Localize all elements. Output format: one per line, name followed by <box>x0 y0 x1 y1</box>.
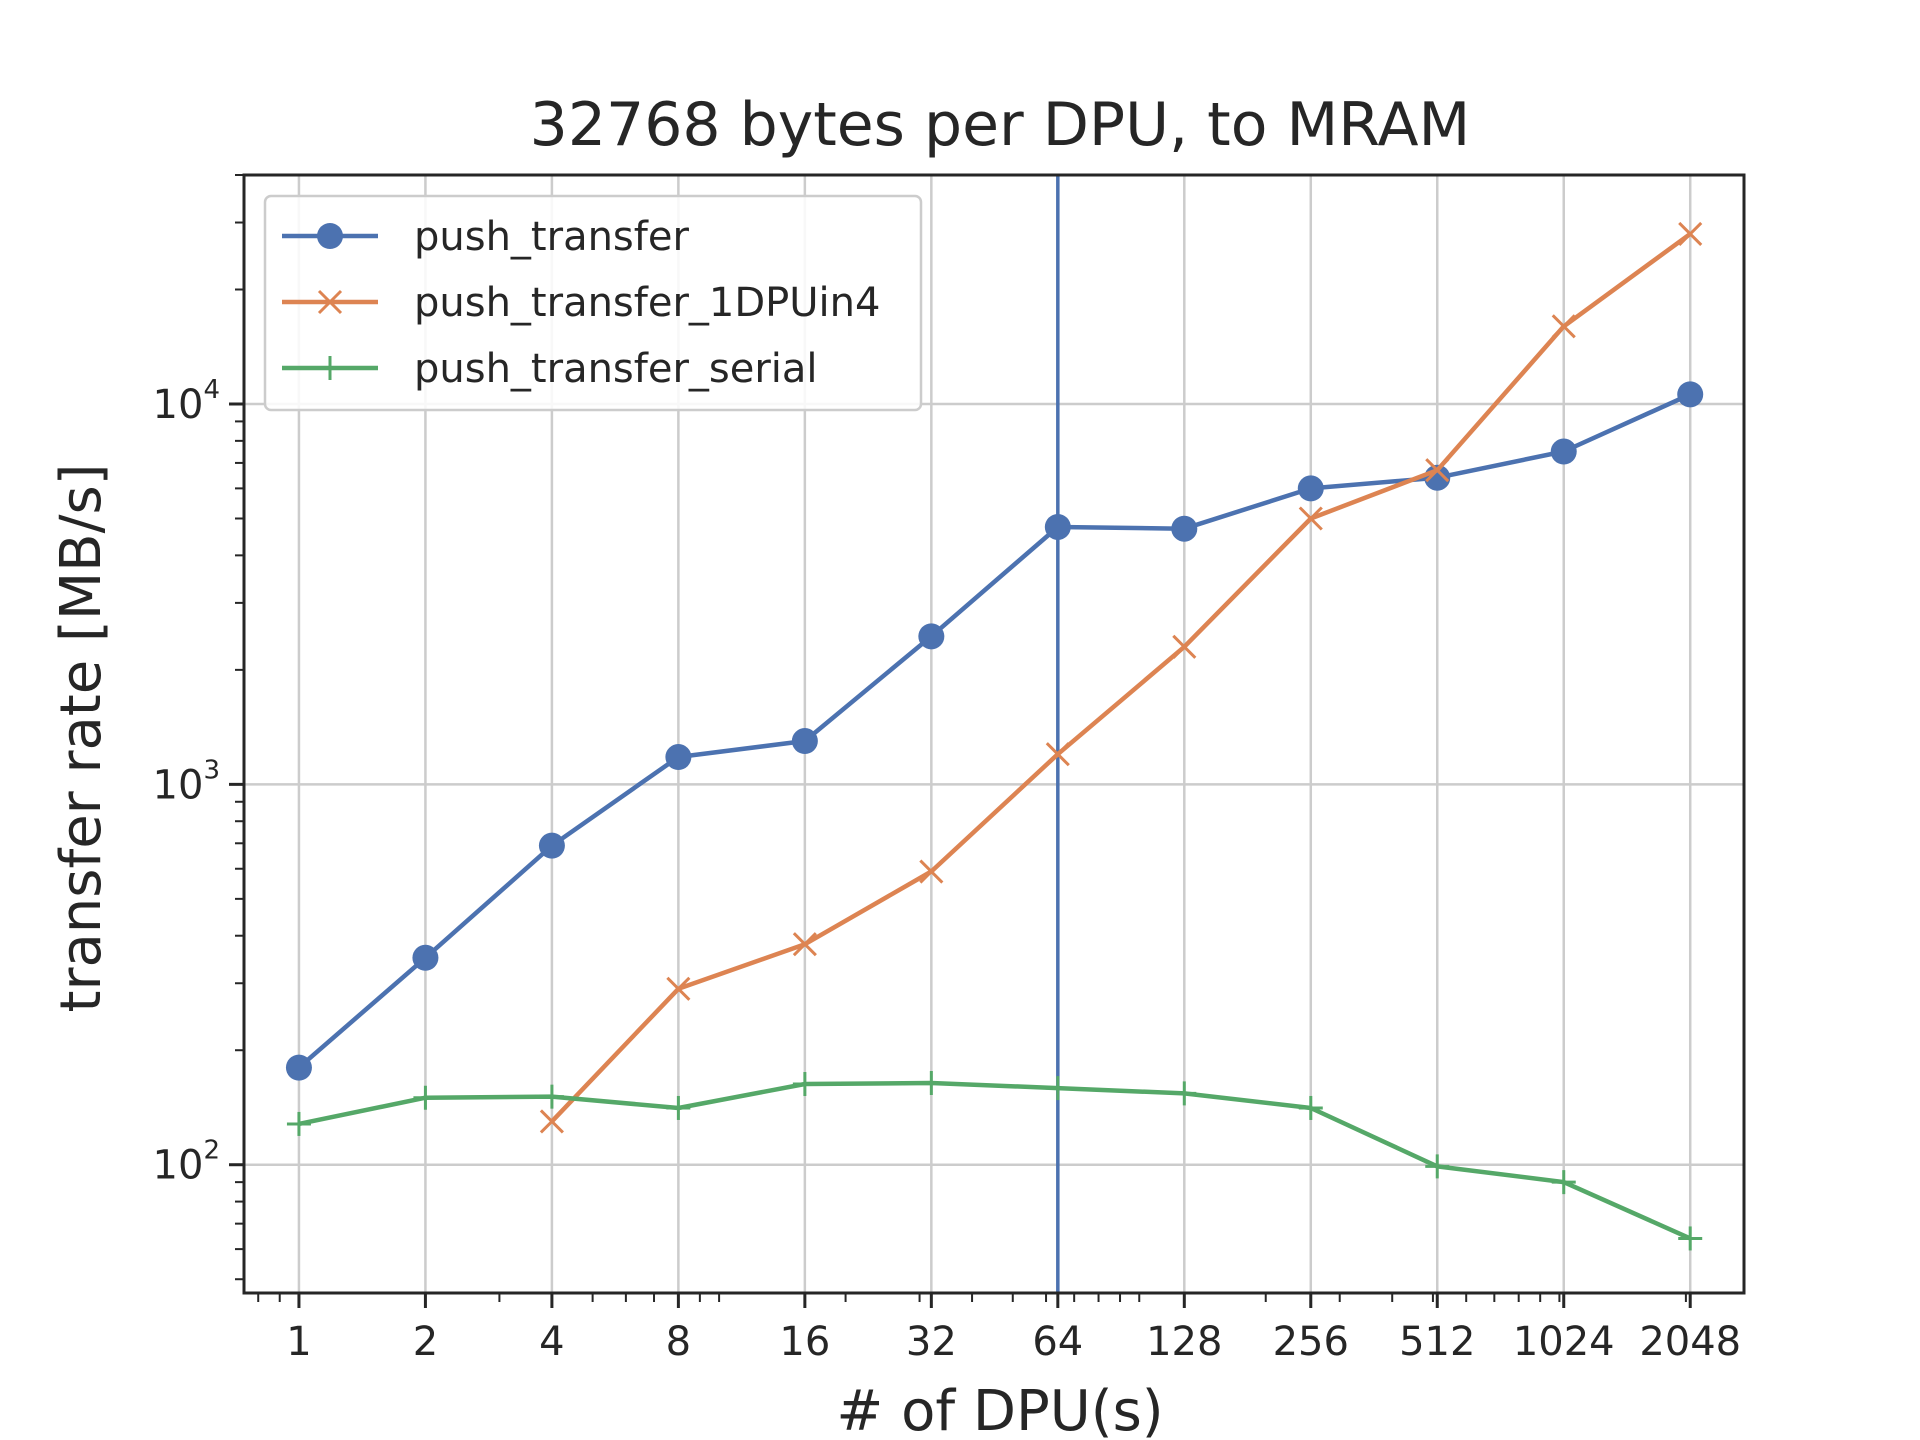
series-line <box>297 392 1692 1070</box>
legend-label: push_transfer_serial <box>414 346 818 392</box>
series-push_transfer_serial <box>286 1071 1703 1251</box>
x-tick-label: 64 <box>1032 1319 1083 1365</box>
data-point <box>539 1084 564 1109</box>
data-point <box>1551 314 1576 339</box>
marker-x-stroke <box>1551 314 1576 339</box>
x-tick-label: 16 <box>779 1319 830 1365</box>
data-point <box>1172 1081 1197 1106</box>
legend-label: push_transfer_1DPUin4 <box>414 280 880 326</box>
chart-title: 32768 bytes per DPU, to MRAM <box>530 90 1471 160</box>
data-point <box>1678 1226 1703 1251</box>
data-point <box>792 1072 817 1097</box>
data-point <box>1045 1076 1070 1101</box>
x-tick-label: 1 <box>286 1319 311 1365</box>
x-axis-label: # of DPU(s) <box>836 1379 1163 1440</box>
series-line <box>550 232 1692 1123</box>
marker-x-stroke <box>1425 458 1450 483</box>
x-tick-label: 256 <box>1273 1319 1349 1365</box>
data-point <box>412 944 439 971</box>
data-point <box>665 744 692 771</box>
y-tick-label: 103 <box>153 755 220 808</box>
y-axis-label: transfer rate [MB/s] <box>49 464 114 1013</box>
x-tick-label: 8 <box>666 1319 691 1365</box>
marker-x-stroke <box>1045 742 1070 767</box>
data-point <box>666 1095 691 1120</box>
x-tick-label: 512 <box>1399 1319 1475 1365</box>
legend-marker <box>317 223 343 249</box>
y-tick-label: 102 <box>153 1136 220 1189</box>
data-point <box>538 832 565 859</box>
x-tick-label: 128 <box>1146 1319 1222 1365</box>
x-tick-label: 2 <box>413 1319 438 1365</box>
data-point <box>413 1085 438 1110</box>
data-point <box>791 728 818 755</box>
marker-x-stroke <box>666 976 691 1001</box>
x-tick-label: 4 <box>539 1319 564 1365</box>
data-point <box>1551 1170 1576 1195</box>
data-point <box>1172 634 1197 659</box>
data-point <box>1298 506 1323 531</box>
data-point <box>918 623 945 650</box>
data-point <box>919 1071 944 1096</box>
series-layer <box>285 221 1704 1251</box>
x-axis-ticks: 1 2 4 8 16 32 64 128 256 512 1024 2048 <box>257 1293 1741 1365</box>
x-tick-label: 2048 <box>1639 1319 1741 1365</box>
marker-x-stroke <box>919 859 944 884</box>
data-point <box>919 859 944 884</box>
data-point <box>1425 1154 1450 1179</box>
legend-item: push_transfer <box>282 214 689 260</box>
data-point <box>1171 515 1198 542</box>
y-tick-label: 104 <box>153 375 220 428</box>
marker-x-stroke <box>1298 506 1323 531</box>
legend-marker <box>318 356 342 380</box>
legend-item: push_transfer_1DPUin4 <box>282 280 880 326</box>
marker-x-stroke <box>539 1109 564 1134</box>
data-point <box>286 1111 311 1136</box>
data-point <box>1678 221 1703 246</box>
data-point <box>1044 513 1071 540</box>
x-tick-label: 32 <box>906 1319 957 1365</box>
data-point <box>792 932 817 957</box>
data-point <box>539 1109 564 1134</box>
marker-x-stroke <box>792 932 817 957</box>
series-line <box>298 1080 1692 1241</box>
legend-marker <box>317 289 343 315</box>
legend-box <box>263 194 923 412</box>
plot-frame <box>242 173 1746 1295</box>
data-point <box>1297 475 1324 502</box>
series-push_transfer_1DPUin4 <box>539 221 1703 1134</box>
data-point <box>1045 742 1070 767</box>
x-tick-label: 1024 <box>1513 1319 1615 1365</box>
data-point <box>666 976 691 1001</box>
data-point <box>1298 1095 1323 1120</box>
legend-label: push_transfer <box>414 214 689 260</box>
marker-x-stroke <box>1678 221 1703 246</box>
legend-item: push_transfer_serial <box>282 346 818 392</box>
marker-x-stroke <box>317 289 343 315</box>
y-axis-ticks: 102 103 104 <box>153 174 244 1281</box>
legend: push_transfer push_transfer_1DPUin4 push_t… <box>263 194 923 412</box>
series-push_transfer <box>285 381 1704 1081</box>
data-point <box>1425 458 1450 483</box>
marker-x-stroke <box>1172 634 1197 659</box>
data-point <box>285 1054 312 1081</box>
data-point <box>1677 381 1704 408</box>
data-point <box>1550 438 1577 465</box>
